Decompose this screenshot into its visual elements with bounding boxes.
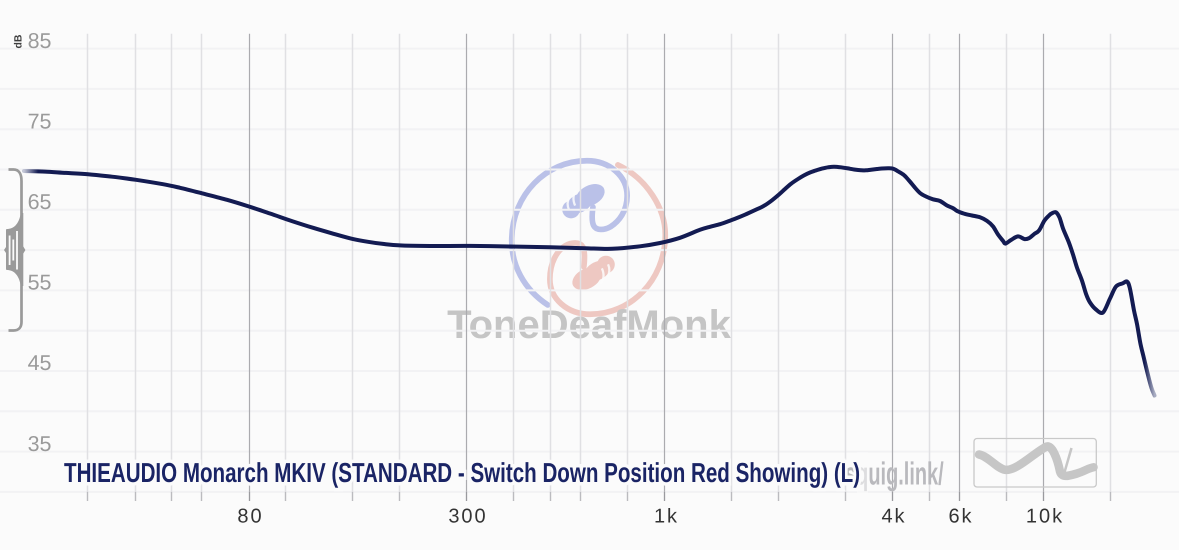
svg-text:THIEAUDIO Monarch MKIV (STANDA: THIEAUDIO Monarch MKIV (STANDARD - Switc…: [64, 457, 860, 488]
svg-text:ToneDeafMonk: ToneDeafMonk: [447, 303, 731, 347]
svg-text:35: 35: [28, 432, 52, 456]
svg-text:10k: 10k: [1026, 505, 1064, 527]
svg-text:1k: 1k: [654, 505, 679, 527]
svg-text:80: 80: [237, 505, 263, 527]
svg-text:75: 75: [28, 109, 52, 133]
svg-text:55: 55: [28, 271, 52, 295]
svg-text:dB: dB: [13, 34, 25, 48]
svg-text:300: 300: [448, 505, 487, 527]
svg-text:4k: 4k: [881, 505, 906, 527]
svg-text:65: 65: [28, 190, 52, 214]
svg-text:45: 45: [28, 351, 52, 375]
svg-text:85: 85: [28, 29, 52, 53]
svg-text:6k: 6k: [948, 505, 973, 527]
